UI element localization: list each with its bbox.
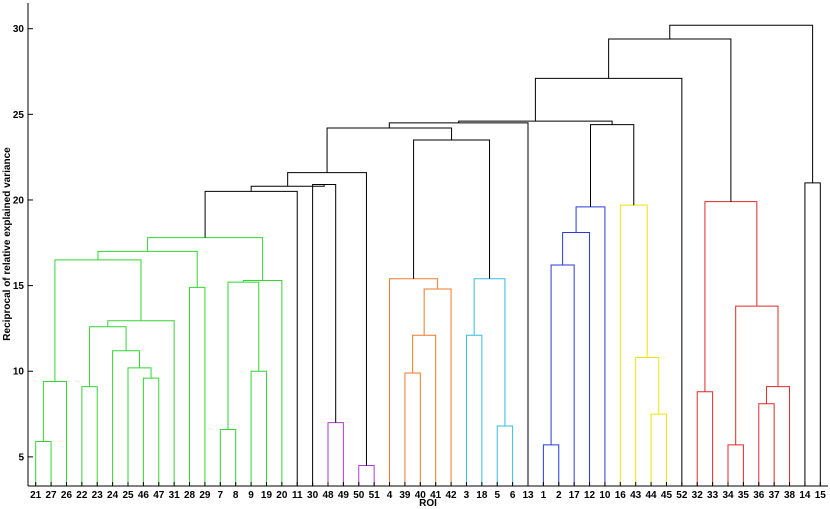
leaf-label: 26 [61, 490, 73, 501]
dendrogram-link [650, 413, 667, 486]
leaf-label: 14 [799, 490, 811, 501]
leaf-label: 30 [307, 490, 319, 501]
y-axis-ticks: 5 10 15 20 25 30 [13, 24, 33, 463]
dendrogram-link [147, 237, 264, 281]
dendrogram-link [735, 305, 779, 445]
plot-background [28, 3, 828, 486]
leaf-label: 22 [76, 490, 88, 501]
dendrogram-link [465, 334, 483, 486]
leaf-label: 33 [707, 490, 719, 501]
leaf-label: 3 [464, 490, 470, 501]
dendrogram-link [312, 184, 337, 486]
leaf-label: 45 [661, 490, 673, 501]
dendrogram-link [287, 172, 367, 466]
dendrogram-link [358, 464, 375, 486]
dendrogram-link [250, 370, 267, 486]
leaf-label: 40 [415, 490, 427, 501]
leaf-label: 39 [399, 490, 411, 501]
leaf-label: 20 [276, 490, 288, 501]
axes-frame [27, 3, 828, 487]
x-axis-ticks: 21 27 26 22 23 24 25 46 47 31 28 29 7 8 9 19 20 11 30 48 49 5… [30, 482, 826, 501]
leaf-label: 46 [138, 490, 150, 501]
leaf-label: 9 [248, 490, 254, 501]
leaf-label: 19 [261, 490, 273, 501]
dendrogram-link [542, 444, 560, 486]
leaf-label: 10 [599, 490, 611, 501]
dendrogram-link [81, 386, 98, 486]
dendrogram-link [327, 422, 344, 486]
dendrogram-link [326, 127, 453, 173]
dendrogram-link [423, 288, 452, 486]
leaf-label: 15 [815, 490, 827, 501]
x-axis-label: ROI [419, 498, 437, 509]
leaf-label: 18 [476, 490, 488, 501]
leaf-label: 38 [784, 490, 796, 501]
leaf-label: 34 [722, 490, 734, 501]
dendrogram-link [388, 122, 529, 486]
leaf-label: 16 [615, 490, 627, 501]
dendrogram-link [635, 357, 660, 486]
leaf-label: 48 [322, 490, 334, 501]
leaf-label: 49 [338, 490, 350, 501]
leaf-label: 47 [153, 490, 165, 501]
leaf-label: 23 [92, 490, 104, 501]
dendrogram-link [412, 334, 437, 486]
leaf-label: 24 [107, 490, 119, 501]
leaf-label: 1 [541, 490, 547, 501]
leaf-label: 35 [738, 490, 750, 501]
leaf-label: 25 [122, 490, 134, 501]
leaf-label: 31 [169, 490, 181, 501]
y-tick-label: 20 [13, 195, 25, 206]
dendrogram-link [250, 184, 325, 192]
dendrogram-link [727, 444, 744, 486]
dendrogram-link [765, 386, 791, 486]
leaf-label: 51 [369, 490, 381, 501]
leaf-label: 37 [769, 490, 781, 501]
dendrogram-link [704, 201, 758, 392]
y-tick-label: 25 [13, 110, 25, 121]
leaf-label: 50 [353, 490, 365, 501]
leaf-label: 6 [510, 490, 516, 501]
leaf-label: 21 [30, 490, 42, 501]
leaf-label: 41 [430, 490, 442, 501]
leaf-label: 2 [556, 490, 562, 501]
leaf-label: 11 [292, 490, 303, 501]
leaf-label: 7 [218, 490, 224, 501]
dendrogram-link [227, 281, 260, 430]
dendrogram-links [35, 24, 821, 486]
leaf-label: 42 [446, 490, 458, 501]
leaf-label: 12 [584, 490, 596, 501]
leaf-label: 4 [387, 490, 393, 501]
y-axis-label: Reciprocal of relative explained varianc… [2, 147, 13, 341]
y-tick-label: 15 [13, 281, 25, 292]
dendrogram-link [142, 377, 160, 486]
leaf-label: 43 [630, 490, 642, 501]
leaf-label: 32 [692, 490, 704, 501]
leaf-label: 13 [522, 490, 534, 501]
leaf-label: 29 [199, 490, 211, 501]
dendrogram-link [562, 232, 591, 486]
dendrogram-link [696, 391, 714, 486]
dendrogram-link [54, 259, 142, 382]
leaf-label: 52 [676, 490, 688, 501]
dendrogram-link [458, 120, 613, 125]
y-tick-label: 30 [13, 24, 25, 35]
dendrogram-link [669, 24, 814, 183]
leaf-label: 17 [569, 490, 581, 501]
leaf-label: 36 [753, 490, 765, 501]
y-tick-label: 10 [13, 367, 25, 378]
dendrogram-link [219, 428, 237, 486]
leaf-label: 28 [184, 490, 196, 501]
leaf-label: 8 [233, 490, 239, 501]
dendrogram-link [608, 38, 732, 202]
leaf-label: 27 [46, 490, 58, 501]
leaf-label: 5 [494, 490, 500, 501]
y-tick-label: 5 [18, 452, 24, 463]
leaf-label: 44 [646, 490, 658, 501]
dendrogram-link [89, 326, 127, 387]
